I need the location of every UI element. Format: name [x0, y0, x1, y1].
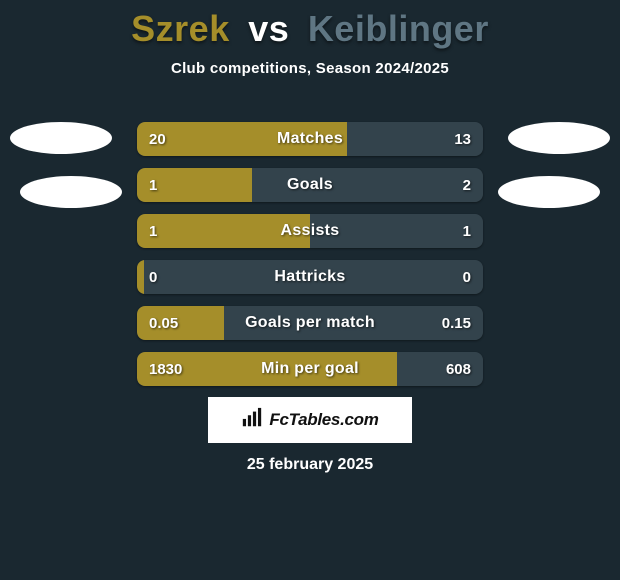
player2-name: Keiblinger: [308, 8, 489, 49]
stat-label: Assists: [137, 214, 483, 248]
stat-bar: 1Assists1: [137, 214, 483, 248]
stat-value-right: 0: [463, 260, 471, 294]
stat-bar: 1830Min per goal608: [137, 352, 483, 386]
stat-bar: 0Hattricks0: [137, 260, 483, 294]
stat-label: Min per goal: [137, 352, 483, 386]
stat-label: Hattricks: [137, 260, 483, 294]
stat-value-right: 1: [463, 214, 471, 248]
brand-text: FcTables.com: [269, 410, 378, 430]
subtitle: Club competitions, Season 2024/2025: [0, 60, 620, 77]
comparison-bars: 20Matches131Goals21Assists10Hattricks00.…: [137, 122, 483, 398]
stat-label: Goals: [137, 168, 483, 202]
snapshot-date: 25 february 2025: [0, 456, 620, 474]
stat-value-right: 608: [446, 352, 471, 386]
brand-badge: FcTables.com: [208, 397, 412, 443]
player1-flag-placeholder: [20, 176, 122, 208]
stat-label: Matches: [137, 122, 483, 156]
player1-badge-placeholder: [10, 122, 112, 154]
stat-bar: 20Matches13: [137, 122, 483, 156]
bar-chart-icon: [241, 407, 263, 434]
player1-name: Szrek: [131, 8, 230, 49]
stat-label: Goals per match: [137, 306, 483, 340]
vs-label: vs: [248, 8, 289, 49]
stat-bar: 1Goals2: [137, 168, 483, 202]
player2-flag-placeholder: [498, 176, 600, 208]
stat-bar: 0.05Goals per match0.15: [137, 306, 483, 340]
stat-value-right: 13: [454, 122, 471, 156]
stat-value-right: 0.15: [442, 306, 471, 340]
comparison-title: Szrek vs Keiblinger: [0, 0, 620, 50]
stat-value-right: 2: [463, 168, 471, 202]
player2-badge-placeholder: [508, 122, 610, 154]
